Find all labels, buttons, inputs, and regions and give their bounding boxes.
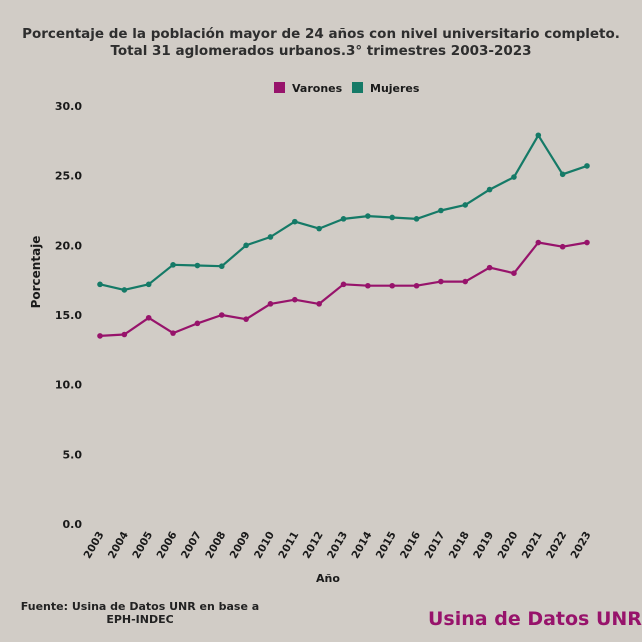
x-tick-label-2010: 2010 — [252, 530, 277, 561]
series-line-varones — [99, 241, 588, 337]
point-varones-2012 — [316, 301, 322, 307]
point-mujeres-2017 — [438, 207, 444, 214]
x-tick-label-2021: 2021 — [520, 530, 545, 561]
point-varones-2003 — [97, 333, 103, 339]
point-mujeres-2021 — [535, 132, 542, 139]
point-mujeres-2003 — [97, 281, 103, 288]
legend-item-mujeres: Mujeres — [352, 82, 420, 95]
x-tick-label-2023: 2023 — [569, 530, 594, 561]
x-tick-label-2007: 2007 — [179, 530, 204, 561]
point-mujeres-2004 — [121, 287, 128, 293]
x-tick-label-2005: 2005 — [130, 530, 155, 561]
y-axis: 0.0 5.0 10.0 15.0 20.0 25.0 30.0 — [55, 100, 82, 531]
x-tick-label-2003: 2003 — [82, 530, 107, 561]
point-varones-2011 — [292, 296, 298, 303]
point-varones-2013 — [340, 281, 347, 288]
point-varones-2010 — [267, 301, 274, 307]
point-varones-2021 — [535, 239, 542, 246]
x-tick-label-2014: 2014 — [349, 530, 374, 561]
x-axis-label: Año — [316, 572, 340, 585]
x-tick-label-2022: 2022 — [544, 530, 569, 561]
series-varones — [97, 239, 590, 339]
series-layer — [97, 132, 590, 339]
point-mujeres-2008 — [218, 263, 225, 270]
chart-title: Porcentaje de la población mayor de 24 a… — [22, 26, 620, 59]
series-mujeres — [97, 132, 590, 293]
x-tick-label-2004: 2004 — [106, 530, 131, 561]
point-varones-2004 — [121, 331, 128, 338]
point-mujeres-2019 — [486, 186, 493, 193]
point-varones-2008 — [218, 312, 225, 318]
y-tick-label-5: 25.0 — [55, 170, 82, 183]
y-tick-label-3: 15.0 — [55, 309, 82, 322]
point-mujeres-2015 — [389, 214, 396, 221]
legend-swatch-varones — [274, 82, 285, 93]
x-tick-label-2020: 2020 — [496, 530, 521, 561]
point-mujeres-2012 — [316, 225, 322, 232]
y-tick-label-6: 30.0 — [55, 100, 82, 113]
legend-label-varones: Varones — [292, 82, 343, 95]
point-mujeres-2009 — [243, 242, 249, 249]
point-varones-2017 — [438, 278, 444, 285]
point-mujeres-2016 — [413, 216, 420, 222]
x-tick-label-2017: 2017 — [422, 530, 447, 561]
point-varones-2019 — [486, 264, 493, 271]
legend-item-varones: Varones — [274, 82, 343, 95]
x-tick-label-2009: 2009 — [228, 530, 253, 561]
point-varones-2023 — [584, 239, 590, 246]
point-varones-2005 — [145, 314, 152, 321]
point-varones-2007 — [194, 320, 201, 327]
point-varones-2006 — [170, 330, 176, 336]
x-tick-label-2006: 2006 — [155, 530, 180, 561]
point-varones-2015 — [389, 282, 396, 289]
legend-label-mujeres: Mujeres — [370, 82, 420, 95]
point-varones-2022 — [559, 243, 566, 250]
point-varones-2018 — [462, 278, 469, 285]
x-tick-label-2018: 2018 — [447, 530, 472, 561]
x-tick-label-2015: 2015 — [374, 530, 399, 561]
point-varones-2014 — [365, 282, 371, 289]
point-mujeres-2005 — [145, 281, 152, 288]
y-axis-label: Porcentaje — [29, 236, 43, 309]
point-mujeres-2014 — [365, 213, 371, 219]
source-line-2: EPH-INDEC — [106, 613, 174, 626]
point-mujeres-2023 — [584, 163, 590, 169]
x-tick-label-2011: 2011 — [276, 530, 301, 561]
y-tick-label-1: 5.0 — [63, 448, 83, 461]
point-mujeres-2007 — [194, 262, 201, 269]
point-varones-2020 — [511, 270, 517, 277]
y-tick-label-0: 0.0 — [63, 518, 83, 531]
point-mujeres-2022 — [559, 171, 566, 178]
point-mujeres-2013 — [340, 216, 347, 222]
point-mujeres-2006 — [170, 262, 176, 268]
point-mujeres-2020 — [511, 174, 517, 180]
x-tick-label-2016: 2016 — [398, 530, 423, 561]
point-mujeres-2011 — [292, 218, 298, 225]
x-axis: 2003 2004 2005 2006 2007 2008 2009 2010 2011 2012… — [82, 530, 594, 561]
x-tick-label-2012: 2012 — [301, 530, 326, 561]
source-line-1: Fuente: Usina de Datos UNR en base a — [20, 600, 260, 613]
y-tick-label-4: 20.0 — [55, 239, 82, 252]
x-tick-label-2013: 2013 — [325, 530, 350, 561]
point-varones-2009 — [243, 316, 249, 322]
x-tick-label-2019: 2019 — [471, 530, 496, 561]
point-varones-2016 — [413, 282, 420, 289]
brand-logo-text: Usina de Datos UNR — [428, 608, 642, 630]
y-tick-label-2: 10.0 — [55, 379, 82, 392]
point-mujeres-2018 — [462, 202, 469, 208]
point-mujeres-2010 — [267, 234, 274, 240]
legend-swatch-mujeres — [352, 82, 363, 93]
legend: Varones Mujeres — [274, 82, 420, 95]
source-note: Fuente: Usina de Datos UNR en base a EPH… — [20, 600, 260, 626]
x-tick-label-2008: 2008 — [203, 530, 228, 561]
